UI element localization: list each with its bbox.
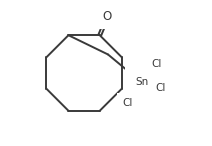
Text: Cl: Cl xyxy=(122,98,132,108)
Text: Sn: Sn xyxy=(135,78,148,87)
Text: Cl: Cl xyxy=(151,59,162,68)
Text: Cl: Cl xyxy=(156,83,166,93)
Text: O: O xyxy=(103,10,112,23)
